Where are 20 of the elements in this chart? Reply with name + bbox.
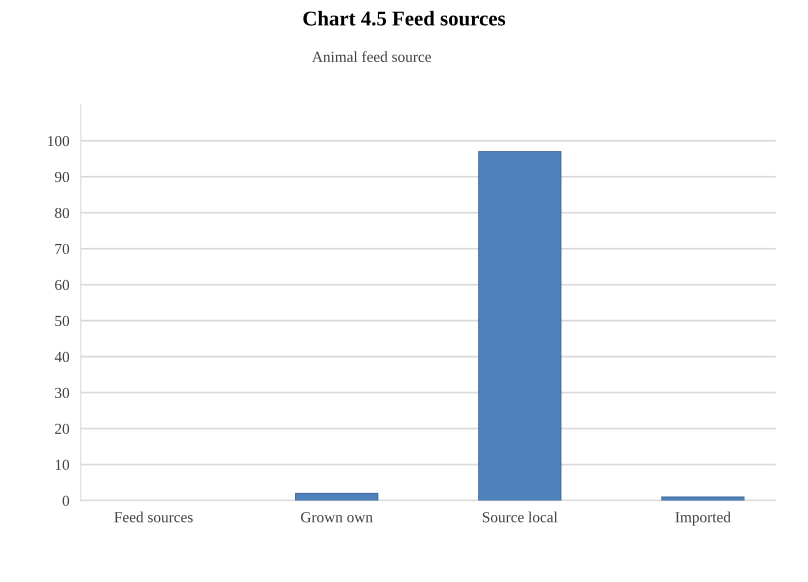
chart-subtitle: Animal feed source — [312, 51, 431, 62]
y-tick-label: 40 — [54, 352, 70, 362]
y-tick-label: 100 — [48, 136, 70, 146]
y-tick-label: 50 — [55, 316, 70, 326]
x-tick-label: Feed sources — [114, 512, 193, 522]
y-tick-label: 90 — [54, 172, 70, 182]
chart-title: Chart 4.5 Feed sources — [303, 10, 506, 26]
y-tick-label: 80 — [54, 208, 70, 218]
x-tick-label: Imported — [675, 512, 731, 526]
y-tick-label: 60 — [55, 280, 70, 290]
x-tick-label: Source local — [482, 512, 558, 522]
y-tick-label: 20 — [55, 424, 70, 434]
bar — [661, 496, 745, 501]
y-tick-label: 70 — [55, 244, 70, 254]
y-tick-label: 10 — [56, 460, 70, 470]
bar — [478, 151, 562, 501]
y-tick-label: 30 — [55, 388, 70, 398]
y-tick-label: 0 — [62, 496, 70, 506]
x-tick-label: Grown own — [301, 512, 373, 522]
bar — [295, 492, 378, 501]
